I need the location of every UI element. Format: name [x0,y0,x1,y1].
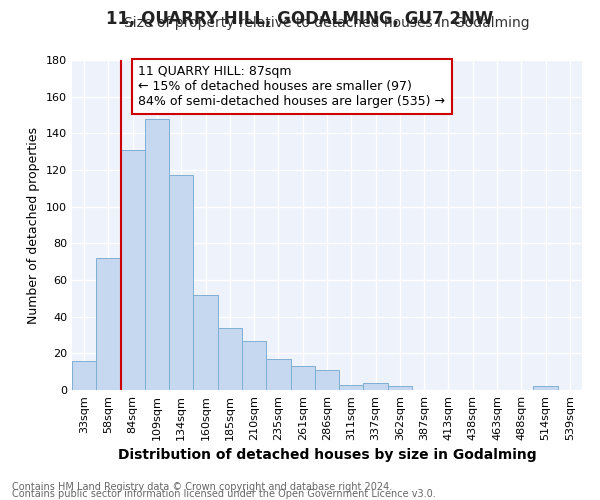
Bar [72,360,96,390]
Bar [315,370,339,390]
Bar [290,366,315,390]
X-axis label: Distribution of detached houses by size in Godalming: Distribution of detached houses by size … [118,448,536,462]
Bar [388,386,412,390]
Bar [339,384,364,390]
Bar [218,328,242,390]
Text: Contains HM Land Registry data © Crown copyright and database right 2024.: Contains HM Land Registry data © Crown c… [12,482,392,492]
Text: 11 QUARRY HILL: 87sqm
← 15% of detached houses are smaller (97)
84% of semi-deta: 11 QUARRY HILL: 87sqm ← 15% of detached … [139,65,445,108]
Title: Size of property relative to detached houses in Godalming: Size of property relative to detached ho… [124,16,530,30]
Text: Contains public sector information licensed under the Open Government Licence v3: Contains public sector information licen… [12,489,436,499]
Bar [121,150,145,390]
Bar [242,340,266,390]
Bar [169,176,193,390]
Bar [193,294,218,390]
Bar [145,118,169,390]
Text: 11, QUARRY HILL, GODALMING, GU7 2NW: 11, QUARRY HILL, GODALMING, GU7 2NW [106,10,494,28]
Bar [533,386,558,390]
Y-axis label: Number of detached properties: Number of detached properties [28,126,40,324]
Bar [364,382,388,390]
Bar [96,258,121,390]
Bar [266,359,290,390]
